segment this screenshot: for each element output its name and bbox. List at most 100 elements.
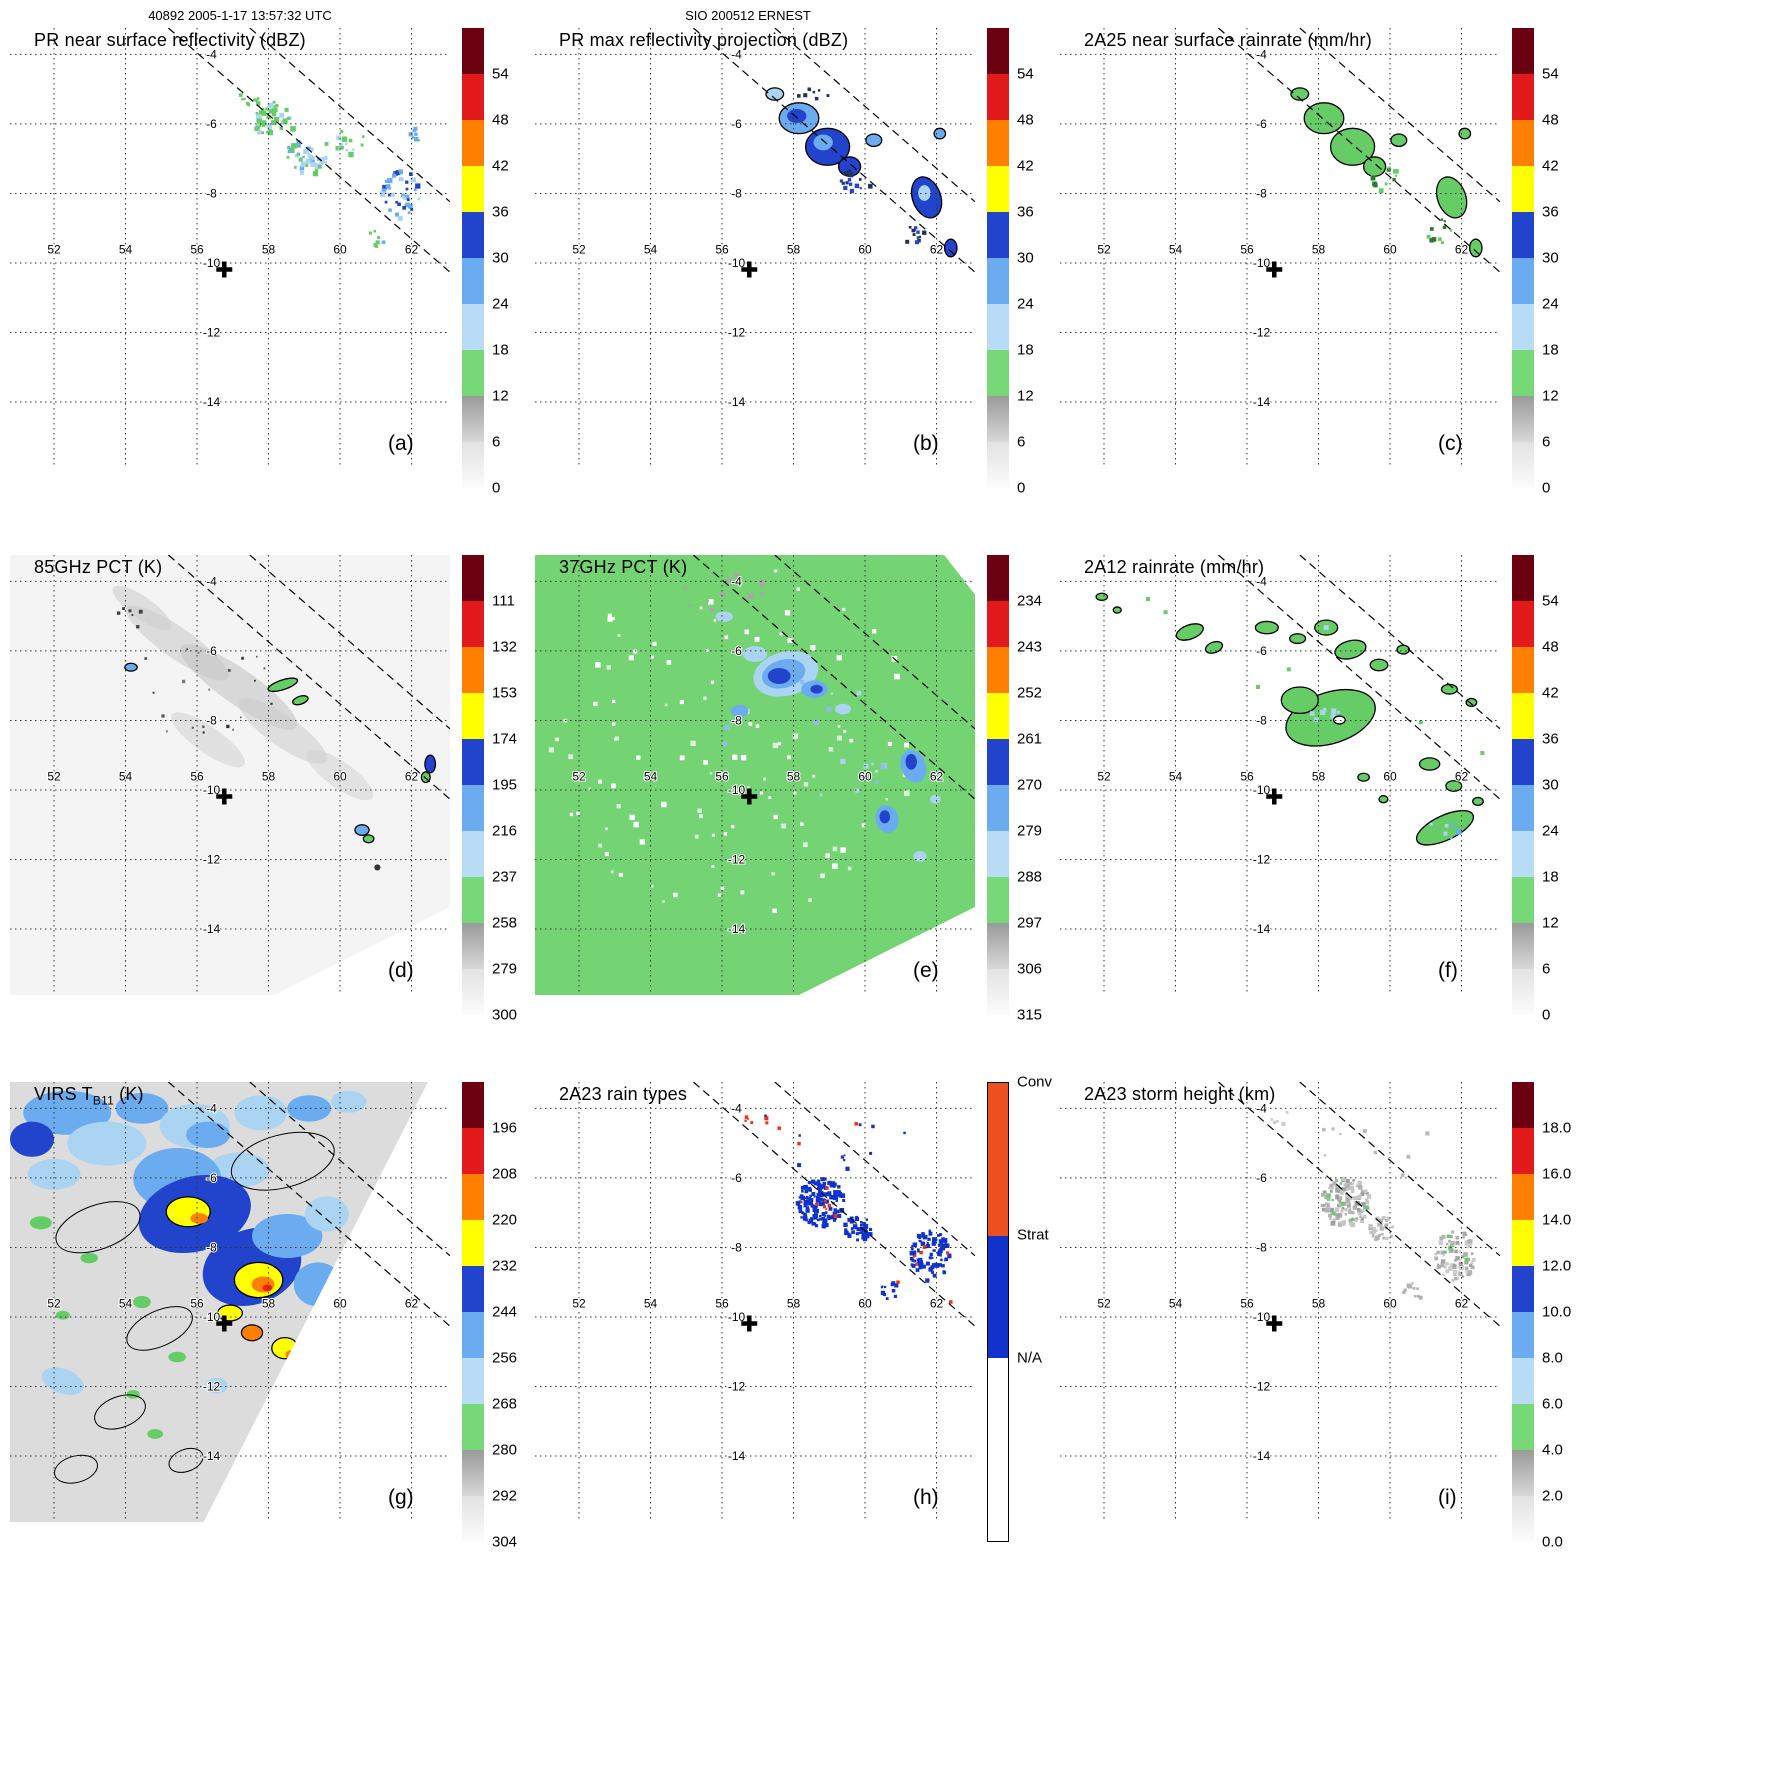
colorbar-segment bbox=[987, 647, 1009, 693]
svg-text:-10: -10 bbox=[1253, 256, 1271, 270]
svg-text:58: 58 bbox=[1312, 769, 1326, 783]
svg-text:-14: -14 bbox=[203, 922, 221, 936]
colorbar-tick-label: 54 bbox=[1542, 65, 1559, 83]
map-plot-b: 52 54 56 58 60 62 -4 -6 -8 -10 -12 -14 bbox=[535, 28, 975, 468]
svg-text:-14: -14 bbox=[728, 395, 746, 409]
colorbar-tick-label: 30 bbox=[1542, 249, 1559, 267]
svg-text:-6: -6 bbox=[731, 644, 742, 658]
svg-text:56: 56 bbox=[190, 769, 204, 783]
svg-text:-8: -8 bbox=[1256, 713, 1267, 727]
colorbar-segment bbox=[462, 555, 484, 601]
svg-text:62: 62 bbox=[1455, 1296, 1469, 1310]
colorbar-segment bbox=[987, 693, 1009, 739]
svg-text:-6: -6 bbox=[1256, 117, 1267, 131]
svg-text:56: 56 bbox=[1240, 769, 1254, 783]
colorbar-tick-label: 16.0 bbox=[1542, 1165, 1572, 1183]
graticule bbox=[1060, 1082, 1500, 1522]
svg-text:62: 62 bbox=[405, 1296, 419, 1310]
colorbar-segment bbox=[462, 693, 484, 739]
svg-text:58: 58 bbox=[1312, 242, 1326, 256]
colorbar-g: 196 208 220 232 244 256 268 280 292 304 bbox=[462, 1082, 534, 1551]
colorbar-segment bbox=[1512, 1312, 1534, 1358]
colorbar-segment bbox=[462, 923, 484, 969]
svg-text:-14: -14 bbox=[203, 395, 221, 409]
colorbar-tick-label: 36 bbox=[1542, 730, 1559, 748]
axis-labels: 52 54 56 58 60 62 -4 -6 -8 -10 -12 -14 bbox=[46, 573, 419, 937]
colorbar-tick-label: 292 bbox=[492, 1487, 518, 1505]
graticule bbox=[535, 1082, 975, 1522]
graticule bbox=[10, 555, 450, 995]
colorbar-segment bbox=[462, 877, 484, 923]
svg-text:-4: -4 bbox=[731, 47, 742, 61]
svg-text:56: 56 bbox=[1240, 1296, 1254, 1310]
svg-text:62: 62 bbox=[930, 769, 944, 783]
colorbar-a: 54 48 42 36 30 24 18 12 6 0 bbox=[462, 28, 534, 497]
panel-title: 2A23 storm height (km) bbox=[1084, 1084, 1276, 1104]
colorbar-segment bbox=[1512, 1082, 1534, 1128]
panel-title: VIRS TB11 (K) bbox=[34, 1084, 144, 1108]
colorbar-segment bbox=[462, 258, 484, 304]
panel-g: 52 54 56 58 60 62 -4 -6 -8 -10 -12 -14 VIRS TB11 (K… bbox=[10, 1082, 535, 1587]
panel-letter: (c) bbox=[1438, 432, 1463, 455]
colorbar-tick-label: 279 bbox=[492, 960, 518, 978]
svg-text:-12: -12 bbox=[728, 325, 746, 339]
colorbar-tick-label: 10.0 bbox=[1542, 1303, 1572, 1321]
colorbar-segment bbox=[1512, 120, 1534, 166]
svg-text:52: 52 bbox=[572, 242, 586, 256]
colorbar-tick-label: 268 bbox=[492, 1395, 518, 1413]
colorbar-tick-label: Conv bbox=[1017, 1073, 1053, 1091]
axis-labels: 52 54 56 58 60 62 -4 -6 -8 -10 -12 -14 bbox=[46, 46, 419, 410]
svg-text:54: 54 bbox=[644, 769, 658, 783]
colorbar-tick-label: 18.0 bbox=[1542, 1119, 1572, 1137]
colorbar-tick-label: 24 bbox=[1542, 295, 1559, 313]
storm-center-cross bbox=[216, 1315, 233, 1332]
svg-text:-12: -12 bbox=[1253, 852, 1271, 866]
axis-labels: 52 54 56 58 60 62 -4 -6 -8 -10 -12 -14 bbox=[1096, 46, 1469, 410]
panel-c: 52 54 56 58 60 62 -4 -6 -8 -10 -12 -14 2A25 near su… bbox=[1060, 28, 1585, 533]
data-features bbox=[548, 569, 941, 914]
data-features bbox=[1270, 1111, 1476, 1300]
colorbar-tick-label: 304 bbox=[492, 1533, 518, 1551]
svg-text:54: 54 bbox=[119, 242, 133, 256]
graticule bbox=[10, 28, 450, 468]
svg-text:60: 60 bbox=[858, 769, 872, 783]
colorbar-tick-label: 54 bbox=[1017, 65, 1034, 83]
svg-text:54: 54 bbox=[1169, 1296, 1183, 1310]
colorbar-segment bbox=[988, 1235, 1008, 1358]
svg-text:-6: -6 bbox=[1256, 1171, 1267, 1185]
svg-text:-10: -10 bbox=[728, 1310, 746, 1324]
svg-text:58: 58 bbox=[1312, 1296, 1326, 1310]
colorbar-tick-label: 18 bbox=[1542, 341, 1559, 359]
svg-text:-14: -14 bbox=[728, 1449, 746, 1463]
pr-swath-lines bbox=[693, 1082, 975, 1327]
svg-text:52: 52 bbox=[47, 242, 61, 256]
colorbar-tick-label: 48 bbox=[1542, 638, 1559, 656]
colorbar-tick-label: 18 bbox=[1017, 341, 1034, 359]
svg-text:-4: -4 bbox=[1256, 47, 1267, 61]
colorbar-segment bbox=[1512, 1358, 1534, 1404]
colorbar-tick-label: 216 bbox=[492, 822, 518, 840]
svg-text:54: 54 bbox=[644, 1296, 658, 1310]
pr-swath-lines bbox=[168, 1082, 450, 1327]
svg-text:-6: -6 bbox=[206, 117, 217, 131]
colorbar-segment bbox=[988, 1083, 1008, 1236]
colorbar-tick-label: 12 bbox=[492, 387, 509, 405]
colorbar-tick-label: 153 bbox=[492, 684, 518, 702]
colorbar-segment bbox=[462, 1266, 484, 1312]
colorbar-tick-label: 243 bbox=[1017, 638, 1043, 656]
panel-f: 52 54 56 58 60 62 -4 -6 -8 -10 -12 -14 2A12 rainrat… bbox=[1060, 555, 1585, 1060]
storm-center-cross bbox=[741, 1315, 758, 1332]
colorbar-segment bbox=[1512, 304, 1534, 350]
colorbar-tick-label: 6 bbox=[1542, 433, 1551, 451]
colorbar-segment bbox=[987, 166, 1009, 212]
map-plot-d: 52 54 56 58 60 62 -4 -6 -8 -10 -12 -14 bbox=[10, 555, 450, 995]
colorbar-segment bbox=[1512, 831, 1534, 877]
colorbar-segment bbox=[987, 555, 1009, 601]
colorbar-tick-label: N/A bbox=[1017, 1349, 1043, 1367]
axis-labels: 52 54 56 58 60 62 -4 -6 -8 -10 -12 -14 bbox=[571, 573, 944, 937]
colorbar-tick-label: 237 bbox=[492, 868, 518, 886]
svg-text:-12: -12 bbox=[728, 852, 746, 866]
svg-text:60: 60 bbox=[858, 242, 872, 256]
colorbar-tick-label: 6.0 bbox=[1542, 1395, 1563, 1413]
colorbar-tick-label: 261 bbox=[1017, 730, 1043, 748]
